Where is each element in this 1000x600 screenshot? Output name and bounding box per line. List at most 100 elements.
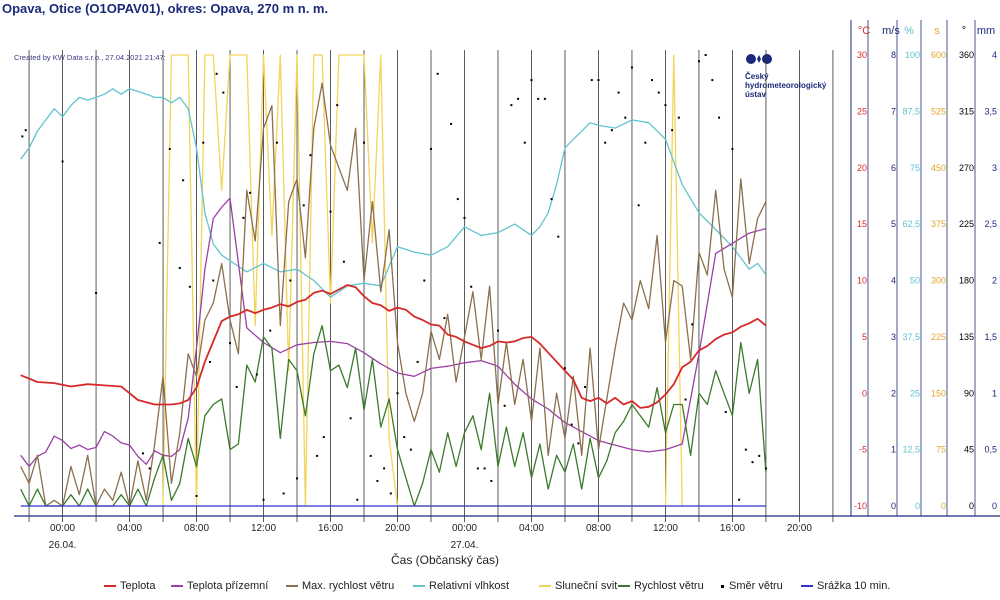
wind-dir-point: [416, 360, 419, 363]
axis-tick-label: 6: [891, 163, 896, 173]
legend-label: Sluneční svit: [555, 580, 618, 592]
legend-swatch: [801, 585, 813, 588]
x-tick-label: 00:00: [50, 523, 75, 534]
axis-tick-label: 150: [931, 388, 946, 398]
wind-dir-point: [570, 423, 573, 426]
wind-dir-point: [490, 479, 493, 482]
axis-unit-label: °: [962, 25, 966, 37]
axis-tick-label: 87,5: [902, 106, 920, 116]
date-label: 27.04.: [451, 540, 479, 551]
wind-dir-point: [215, 72, 218, 75]
x-tick-label: 08:00: [586, 523, 611, 534]
wind-dir-point: [443, 317, 446, 320]
axis-tick-label: 0: [992, 501, 997, 511]
legend-label: Srážka 10 min.: [817, 580, 891, 592]
wind-dir-point: [617, 91, 620, 94]
x-tick-label: 16:00: [720, 523, 745, 534]
wind-dir-point: [178, 266, 181, 269]
wind-dir-point: [651, 79, 654, 82]
axis-tick-label: -5: [859, 445, 867, 455]
axis-tick-label: 30: [857, 50, 867, 60]
wind-dir-point: [738, 498, 741, 501]
axis-tick-label: 62,5: [902, 219, 920, 229]
axis-tick-label: 37,5: [902, 332, 920, 342]
wind-dir-point: [389, 492, 392, 495]
wind-dir-point: [456, 198, 459, 201]
legend-swatch: [104, 585, 116, 588]
axis-unit-label: s: [934, 25, 940, 37]
axis-tick-label: 8: [891, 50, 896, 60]
wind-dir-point: [624, 116, 627, 119]
axis-unit-label: mm: [977, 25, 995, 37]
wind-dir-point: [24, 129, 27, 132]
axis-tick-label: 525: [931, 106, 946, 116]
axis-tick-label: 5: [862, 332, 867, 342]
wind-dir-point: [584, 385, 587, 388]
x-tick-label: 12:00: [653, 523, 678, 534]
wind-dir-point: [724, 411, 727, 414]
legend-label: Rychlost větru: [634, 580, 704, 592]
axis-unit-label: m/s: [882, 25, 900, 37]
legend-item-ground_temperature: Teplota přízemní: [171, 580, 268, 592]
series-humidity: [20, 88, 767, 298]
wind-dir-point: [242, 216, 245, 219]
legend-item-temperature: Teplota: [104, 580, 155, 592]
axis-tick-label: 0: [862, 388, 867, 398]
wind-dir-point: [430, 147, 432, 150]
axis-tick-label: 180: [959, 276, 974, 286]
credit-text: Created by KW Data s.r.o., 27.04.2021 21…: [14, 53, 166, 62]
wind-dir-point: [604, 141, 607, 144]
axis-tick-label: 3,5: [984, 106, 997, 116]
wind-dir-point: [309, 154, 312, 157]
wind-dir-point: [336, 104, 339, 107]
axis-tick-label: -10: [854, 501, 867, 511]
axis-tick-label: 0: [941, 501, 946, 511]
wind-dir-point: [577, 442, 580, 445]
axis-tick-label: 4: [891, 276, 896, 286]
wind-dir-point: [302, 204, 305, 207]
wind-dir-point: [677, 116, 680, 119]
x-axis-label: Čas (Občanský čas): [390, 553, 500, 567]
wind-dir-point: [496, 329, 499, 332]
axis-tick-label: 0: [969, 501, 974, 511]
wind-dir-point: [637, 204, 640, 207]
axis-tick-label: 360: [959, 50, 974, 60]
wind-dir-point: [383, 467, 386, 470]
wind-dir-point: [158, 241, 161, 244]
wind-dir-point: [537, 97, 540, 100]
wind-dir-point: [349, 417, 352, 420]
wind-dir-point: [597, 79, 600, 82]
axis-tick-label: 2: [891, 388, 896, 398]
wind-dir-point: [664, 104, 667, 107]
wind-dir-point: [235, 385, 238, 388]
wind-dir-point: [148, 467, 151, 470]
legend-item-wind: Rychlost větru: [618, 580, 704, 592]
axis-tick-label: 75: [936, 445, 946, 455]
wind-dir-point: [188, 285, 191, 288]
axis-tick-label: 5: [891, 219, 896, 229]
x-tick-label: 00:00: [452, 523, 477, 534]
legend-label: Max. rychlost větru: [302, 580, 395, 592]
wind-dir-point: [329, 210, 332, 213]
axis-tick-label: 315: [959, 106, 974, 116]
axis-tick-label: 20: [857, 163, 867, 173]
axis-tick-label: 12,5: [902, 445, 920, 455]
wind-dir-point: [563, 367, 566, 370]
series-max_wind: [20, 82, 767, 507]
axis-tick-label: 15: [857, 219, 867, 229]
wind-dir-point: [517, 97, 520, 100]
axis-tick-label: 45: [964, 445, 974, 455]
axis-tick-label: 300: [931, 276, 946, 286]
wind-dir-point: [95, 292, 98, 295]
wind-dir-point: [255, 373, 258, 376]
legend-item-wind_dir: Směr větru: [717, 580, 783, 592]
legend-label: Směr větru: [729, 580, 783, 592]
wind-dir-point: [691, 323, 694, 326]
legend-label: Teplota přízemní: [187, 580, 269, 592]
series-wind: [20, 324, 767, 507]
x-tick-label: 08:00: [184, 523, 209, 534]
axis-tick-label: 270: [959, 163, 974, 173]
x-tick-label: 16:00: [318, 523, 343, 534]
wind-dir-point: [610, 129, 613, 132]
